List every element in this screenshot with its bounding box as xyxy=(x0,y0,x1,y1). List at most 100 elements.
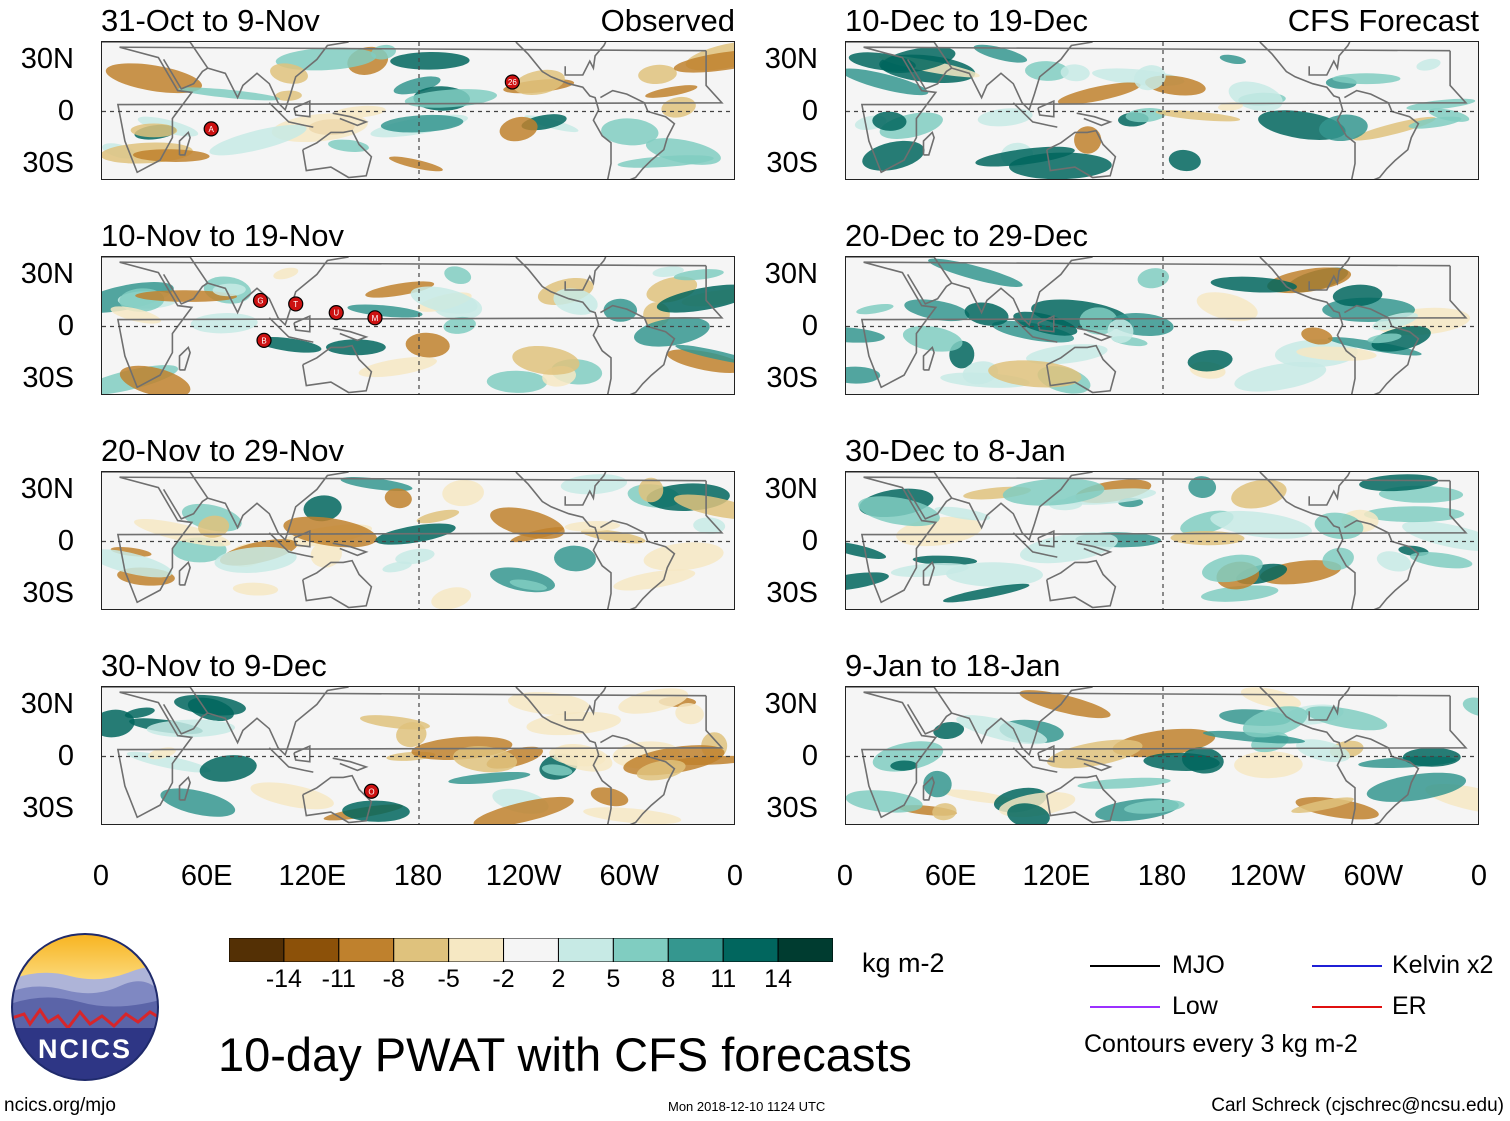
anomaly-region xyxy=(673,494,734,520)
anomaly-region xyxy=(273,267,299,280)
anomaly-region xyxy=(178,87,281,101)
lat-label: 30N xyxy=(20,43,74,75)
anomaly-region xyxy=(645,85,698,98)
anomaly-region xyxy=(1196,292,1258,322)
lat-label: 30N xyxy=(764,258,818,290)
lat-label: 0 xyxy=(801,95,818,127)
map-panel-p5 xyxy=(845,41,1479,180)
anomaly-region xyxy=(473,796,574,824)
lat-label: 30S xyxy=(766,577,818,609)
legend-line-er xyxy=(1312,1006,1382,1008)
colorbar-tick: 8 xyxy=(661,965,676,993)
anomaly-region xyxy=(1367,333,1402,344)
panel-title: 30-Dec to 8-Jan xyxy=(845,433,1066,468)
anomaly-region xyxy=(232,582,279,596)
lat-label: 30S xyxy=(22,362,74,394)
lon-label: 0 xyxy=(1470,860,1488,892)
lat-label: 0 xyxy=(57,525,74,557)
anomaly-region xyxy=(105,63,203,94)
map-panel-p4: O xyxy=(101,686,735,825)
svg-text:M: M xyxy=(372,314,379,323)
footer-timestamp: Mon 2018-12-10 1124 UTC xyxy=(668,1099,826,1114)
colorbar-box xyxy=(338,937,395,963)
lat-label: 0 xyxy=(57,310,74,342)
anomaly-region xyxy=(126,751,211,773)
pwat-anomaly-field xyxy=(846,42,1478,179)
anomaly-region xyxy=(1219,54,1247,65)
anomaly-region xyxy=(347,304,423,318)
panel-title: 20-Dec to 29-Dec xyxy=(845,218,1088,253)
anomaly-region xyxy=(890,760,918,771)
colorbar-tick: -14 xyxy=(265,965,302,993)
anomaly-region xyxy=(270,63,308,84)
anomaly-region xyxy=(135,290,237,302)
colorbar-box xyxy=(667,937,724,963)
colorbar-box xyxy=(393,937,450,963)
anomaly-region xyxy=(943,583,1030,603)
anomaly-region xyxy=(1416,58,1441,71)
anomaly-region xyxy=(923,770,952,798)
legend-kelvin: Kelvin x2 xyxy=(1392,951,1494,979)
anomaly-region xyxy=(190,313,258,334)
anomaly-region xyxy=(1143,752,1220,771)
anomaly-region xyxy=(846,366,881,384)
anomaly-region xyxy=(1002,478,1105,506)
anomaly-region xyxy=(1060,64,1090,82)
anomaly-region xyxy=(102,709,135,738)
anomaly-region xyxy=(1301,327,1333,345)
anomaly-region xyxy=(634,317,710,347)
colorbar-box xyxy=(448,937,505,963)
pwat-anomaly-field: G T U M B xyxy=(102,257,734,394)
anomaly-region xyxy=(443,316,476,334)
anomaly-region xyxy=(613,569,696,591)
anomaly-region xyxy=(1462,697,1478,717)
anomaly-region xyxy=(601,118,659,146)
lon-label: 120W xyxy=(485,860,562,892)
anomaly-region xyxy=(1210,510,1312,539)
logo-text: NCICS xyxy=(37,1034,132,1064)
anomaly-region xyxy=(214,546,297,573)
lon-label: 120E xyxy=(278,860,347,892)
anomaly-region xyxy=(988,360,1082,388)
anomaly-region xyxy=(130,123,178,138)
anomaly-region xyxy=(1234,751,1303,779)
lat-label: 0 xyxy=(57,95,74,127)
anomaly-region xyxy=(199,755,257,782)
storm-marker-icon: O xyxy=(363,783,380,799)
anomaly-region xyxy=(912,555,978,566)
anomaly-region xyxy=(932,803,957,821)
coastlines xyxy=(846,257,1468,394)
anomaly-region xyxy=(326,339,386,356)
anomaly-region xyxy=(1231,479,1287,509)
anomaly-region xyxy=(340,476,413,492)
anomaly-region xyxy=(1363,506,1465,523)
svg-text:26: 26 xyxy=(508,78,517,87)
colorbar xyxy=(228,937,834,963)
anomaly-region xyxy=(1107,319,1134,343)
footer-url[interactable]: ncics.org/mjo xyxy=(4,1095,116,1116)
colorbar-tick: 5 xyxy=(606,965,621,993)
coastlines xyxy=(846,472,1468,609)
pwat-anomaly-field xyxy=(846,472,1478,609)
storm-marker-icon: A xyxy=(203,121,219,137)
lon-label: 60E xyxy=(924,860,977,892)
anomaly-region xyxy=(513,69,565,95)
anomaly-region xyxy=(1319,114,1368,142)
map-panel-p1: A 26 xyxy=(101,41,735,180)
colorbar-tick: -5 xyxy=(437,965,460,993)
legend-mjo: MJO xyxy=(1172,951,1225,979)
anomaly-region xyxy=(102,549,173,578)
anomaly-region xyxy=(1013,311,1078,336)
anomaly-region xyxy=(1291,797,1354,813)
anomaly-region xyxy=(124,707,155,719)
anomaly-region xyxy=(1202,730,1306,744)
anomaly-region xyxy=(846,790,923,813)
lon-label: 0 xyxy=(92,860,110,892)
anomaly-region xyxy=(393,76,441,95)
anomaly-region xyxy=(973,44,1028,63)
anomaly-region xyxy=(583,807,682,824)
lon-label: 60E xyxy=(180,860,233,892)
anomaly-region xyxy=(388,156,443,172)
storm-marker-icon: M xyxy=(367,310,383,326)
anomaly-region xyxy=(603,298,638,322)
